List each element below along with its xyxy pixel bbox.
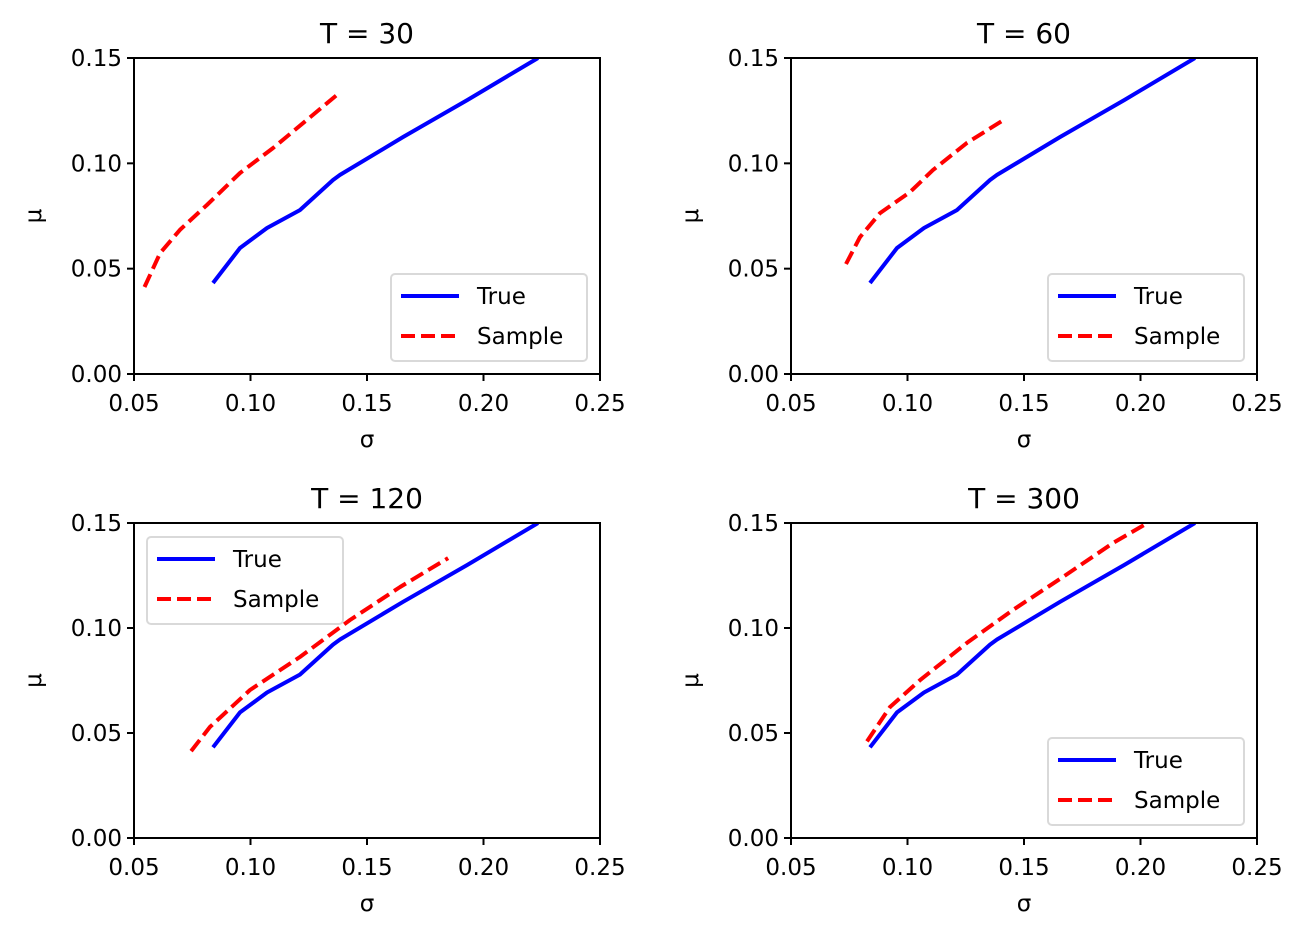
series-line-sample [142,93,338,288]
legend-entry-sample: Sample [157,587,319,613]
legend-label: True [1133,284,1183,310]
x-tick-label: 0.25 [574,855,625,881]
legend-label: True [232,547,282,573]
legend-label: Sample [477,324,563,350]
y-tick-label: 0.10 [728,151,779,177]
y-tick-label: 0.00 [728,826,779,852]
x-tick-label: 0.20 [458,391,509,417]
subplot-title: T = 30 [319,17,414,50]
legend: True Sample [1047,273,1245,362]
y-tick-label: 0.00 [71,362,122,388]
series-line-true [868,523,1197,749]
legend-entry-sample: Sample [1058,324,1220,350]
x-tick-label: 0.20 [458,855,509,881]
legend-entry-true: True [157,547,282,573]
x-tick-label: 0.25 [1231,855,1282,881]
subplot-2: 0.05 0.10 0.15 0.20 0.25 0.00 0.05 0.10 0.15 T = … [678,17,1283,453]
series-line-sample [189,556,450,753]
x-axis-label: σ [1017,891,1032,917]
x-tick-label: 0.15 [998,855,1049,881]
legend: True Sample [1047,737,1245,826]
legend: True Sample [390,273,588,362]
y-tick-label: 0.05 [71,257,122,283]
y-tick-label: 0.15 [728,511,779,537]
series-line-true [211,523,540,749]
y-tick-label: 0.00 [71,826,122,852]
x-axis-label: σ [360,891,375,917]
x-tick-label: 0.15 [341,855,392,881]
y-axis-label: μ [21,208,47,223]
x-axis-label: σ [360,427,375,453]
x-tick-label: 0.25 [1231,391,1282,417]
y-tick-label: 0.10 [71,616,122,642]
y-axis-label: μ [678,208,704,223]
x-axis-label: σ [1017,427,1032,453]
legend-entry-sample: Sample [1058,788,1220,814]
y-tick-label: 0.15 [71,46,122,72]
y-tick-label: 0.05 [728,257,779,283]
y-axis-label: μ [678,673,704,688]
series-line-sample [844,117,1006,265]
y-tick-label: 0.05 [728,721,779,747]
series-line-sample [865,523,1149,743]
x-tick-label: 0.05 [108,391,159,417]
series-line-true [868,58,1197,285]
subplot-title: T = 120 [310,482,423,515]
y-axis-label: μ [21,673,47,688]
y-tick-label: 0.15 [728,46,779,72]
x-tick-label: 0.15 [341,391,392,417]
legend: True Sample [146,536,344,625]
legend-entry-true: True [1058,284,1183,310]
x-tick-label: 0.10 [882,855,933,881]
legend-entry-true: True [1058,748,1183,774]
x-tick-label: 0.25 [574,391,625,417]
legend-label: True [1133,748,1183,774]
legend-label: Sample [1134,788,1220,814]
legend-entry-sample: Sample [401,324,563,350]
y-tick-label: 0.05 [71,721,122,747]
legend-label: Sample [1134,324,1220,350]
legend-label: True [476,284,526,310]
legend-entry-true: True [401,284,526,310]
y-tick-label: 0.00 [728,362,779,388]
x-tick-label: 0.10 [882,391,933,417]
y-tick-label: 0.10 [71,151,122,177]
x-tick-label: 0.20 [1115,855,1166,881]
y-tick-label: 0.10 [728,616,779,642]
x-tick-label: 0.10 [225,391,276,417]
x-tick-label: 0.05 [765,855,816,881]
legend-label: Sample [233,587,319,613]
x-tick-label: 0.10 [225,855,276,881]
subplot-1: 0.05 0.10 0.15 0.20 0.25 0.00 0.05 0.10 0.15 T = … [21,17,626,453]
subplot-3: 0.05 0.10 0.15 0.20 0.25 0.00 0.05 0.10 0.15 T = … [21,482,626,917]
subplot-title: T = 60 [976,17,1071,50]
subplot-4: 0.05 0.10 0.15 0.20 0.25 0.00 0.05 0.10 0.15 T = … [678,482,1283,917]
x-tick-label: 0.20 [1115,391,1166,417]
x-tick-label: 0.05 [108,855,159,881]
series-line-true [211,58,540,285]
x-tick-label: 0.15 [998,391,1049,417]
x-tick-label: 0.05 [765,391,816,417]
subplot-title: T = 300 [967,482,1080,515]
y-tick-label: 0.15 [71,511,122,537]
